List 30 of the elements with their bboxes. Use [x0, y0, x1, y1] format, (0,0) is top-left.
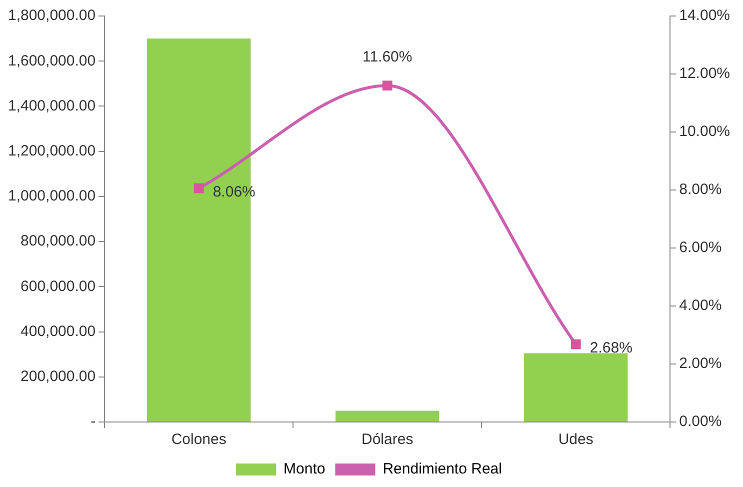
- x-tick-label: Udes: [558, 431, 594, 448]
- data-label: 2.68%: [590, 339, 632, 356]
- y-tick-label: 1,200,000.00: [8, 142, 96, 160]
- y2-tick-label: 14.00%: [679, 7, 730, 24]
- data-label: 11.60%: [362, 48, 412, 66]
- y-tick-label: 1,000,000.00: [8, 188, 96, 205]
- y-tick-label: 1,400,000.00: [8, 97, 96, 114]
- legend-label: Rendimiento Real: [382, 460, 502, 478]
- y-tick-label: 400,000.00: [20, 322, 96, 340]
- y-tick-label: 1,600,000.00: [8, 52, 96, 70]
- y2-tick-label: 12.00%: [679, 65, 730, 82]
- y-tick-label: 1,800,000.00: [8, 7, 96, 24]
- y2-tick-label: 6.00%: [679, 239, 722, 256]
- point: [194, 183, 204, 194]
- legend-label: Monto: [284, 460, 326, 478]
- y2-tick-label: 0.00%: [679, 413, 722, 430]
- y2-tick-label: 8.00%: [679, 181, 722, 198]
- x-tick-label: Dólares: [362, 431, 414, 448]
- y-tick-label: 200,000.00: [20, 368, 96, 386]
- point: [382, 80, 392, 91]
- y2-tick-label: 10.00%: [679, 123, 730, 140]
- point: [570, 339, 581, 350]
- x-tick-label: Colones: [171, 431, 226, 448]
- y-tick-label: 600,000.00: [20, 278, 96, 295]
- bar: [336, 410, 440, 422]
- y-tick-label: -: [90, 413, 96, 430]
- y-tick-label: 800,000.00: [20, 232, 96, 250]
- bar: [524, 353, 628, 422]
- y2-tick-label: 2.00%: [679, 355, 722, 372]
- y2-tick-label: 4.00%: [679, 297, 722, 314]
